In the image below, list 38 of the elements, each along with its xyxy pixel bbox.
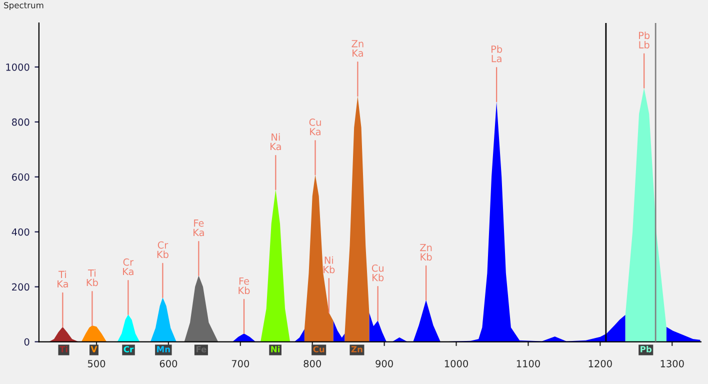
x-tick-label: 1200 — [588, 360, 612, 368]
annotation: Zn Ka — [352, 40, 364, 57]
series-label: Ni — [271, 346, 280, 352]
y-tick-label: 1000 — [6, 63, 30, 71]
x-tick-label: 900 — [376, 360, 393, 368]
annotation: Fe Kb — [238, 278, 250, 294]
series-label: Pb — [640, 346, 652, 352]
y-tick-label: 400 — [12, 228, 30, 236]
annotation: Cr Ka — [123, 258, 134, 276]
series-label: V — [90, 346, 98, 352]
x-tick-label: 500 — [88, 360, 106, 368]
x-tick-label: 1000 — [444, 360, 468, 368]
x-tick-label: 1100 — [516, 360, 540, 368]
annotation: Pb La — [492, 45, 502, 62]
series-label: Cr — [124, 346, 134, 352]
chart-title: Spectrum — [4, 2, 44, 10]
x-tick-label: 800 — [304, 360, 321, 368]
annotation: Ti Ka — [58, 270, 68, 288]
annotation: Zn Kb — [420, 244, 432, 261]
series-label: Mn — [157, 346, 170, 352]
annotation: Fe Ka — [194, 220, 204, 236]
y-tick-label: 600 — [12, 173, 30, 181]
annotation: Ni Kb — [324, 256, 335, 274]
y-tick-label: 0 — [24, 338, 30, 346]
annotation: Cu Ka — [309, 118, 321, 136]
x-tick-label: 700 — [232, 360, 250, 368]
series-label: Ti — [60, 346, 68, 352]
annotation: Ni Ka — [270, 133, 281, 150]
y-tick-label: 800 — [12, 118, 30, 126]
annotation: Pb Lb — [639, 32, 650, 48]
annotation: Cu Kb — [372, 264, 384, 282]
annotation: Cr Kb — [157, 241, 168, 258]
annotation: Ti Kb — [86, 269, 98, 286]
series-label: Cu — [313, 346, 324, 352]
x-tick-label: 1300 — [660, 360, 684, 368]
y-tick-label: 200 — [12, 283, 30, 291]
x-tick-label: 600 — [160, 360, 178, 368]
series-label: Zn — [351, 346, 362, 352]
